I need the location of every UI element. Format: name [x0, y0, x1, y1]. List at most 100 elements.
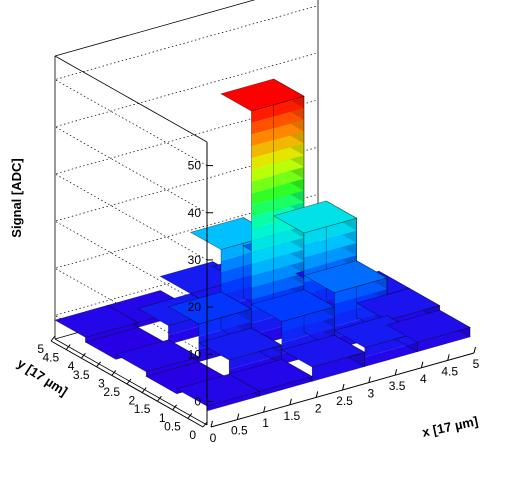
- bar-top-face: [281, 334, 366, 368]
- bar-top-face: [228, 358, 313, 392]
- bar-front-face: [229, 345, 282, 370]
- x-tick: [236, 413, 240, 420]
- bar-front-face: [251, 108, 304, 135]
- frame-edge: [54, 55, 208, 143]
- y-tick: [187, 413, 193, 419]
- frame-edge: [54, 338, 208, 426]
- x-tick: [420, 361, 424, 368]
- bar-front-face: [207, 391, 260, 411]
- y-tick-label: 0.5: [164, 419, 181, 433]
- lego-bar: [115, 339, 200, 377]
- x-tick-label: 5: [473, 357, 480, 371]
- chart-axes: 0102030405000.511.522.533.544.5500.511.5…: [37, 142, 480, 445]
- x-tick: [342, 383, 345, 391]
- x-tick-label: 1: [262, 416, 269, 430]
- y-tick-label: 3: [98, 376, 105, 390]
- bar-top-face: [303, 260, 388, 294]
- x-tick: [368, 376, 371, 383]
- y-tick-label: 4.5: [43, 351, 60, 365]
- bar-front-face: [251, 155, 304, 182]
- x-tick-label: 3: [367, 387, 374, 401]
- y-tick-label: 2: [129, 394, 136, 408]
- y-tick-label: 1.5: [134, 402, 151, 416]
- bar-front-face: [251, 237, 304, 265]
- bar-front-face: [146, 356, 199, 377]
- bar-top-face: [250, 289, 336, 322]
- x-tick-label: 0: [210, 431, 217, 445]
- bar-front-face: [304, 230, 357, 258]
- y-tick: [126, 378, 132, 385]
- x-tick: [263, 406, 266, 413]
- y-tick-label: 4: [68, 359, 75, 373]
- z-axis-title: Signal [ADC]: [9, 158, 24, 237]
- x-tick: [394, 369, 398, 376]
- x-tick: [473, 346, 476, 354]
- bar-top-face: [355, 287, 441, 321]
- z-gridline: [54, 52, 319, 214]
- x-tick: [210, 420, 213, 428]
- bar-top-face: [115, 339, 200, 373]
- z-tick-label: 30: [188, 253, 202, 267]
- bar-front-face: [281, 317, 335, 343]
- z-tick-label: 10: [188, 347, 202, 361]
- x-tick-label: 4: [420, 372, 427, 386]
- bar-top-face: [386, 309, 471, 343]
- z-gridline: [54, 5, 319, 166]
- z-gridline: [54, 146, 319, 308]
- z-tick-label: 50: [188, 159, 202, 173]
- bar-front-face: [198, 309, 252, 337]
- y-tick: [50, 335, 56, 342]
- chart-bars: [54, 78, 471, 412]
- y-tick-label: 2.5: [103, 385, 120, 399]
- z-tick-label: 0: [194, 394, 201, 408]
- lego-bar: [198, 327, 283, 380]
- y-tick: [111, 370, 117, 376]
- y-tick: [202, 421, 208, 428]
- lego-bar: [175, 373, 261, 412]
- x-tick-label: 0.5: [231, 424, 248, 438]
- x-tick-label: 1.5: [284, 409, 301, 423]
- x-tick: [315, 391, 319, 398]
- bar-front-face: [312, 352, 365, 382]
- bar-front-face: [259, 376, 313, 397]
- x-tick-label: 2: [315, 401, 322, 415]
- bar-front-face: [364, 332, 418, 357]
- bar-front-face: [251, 143, 304, 170]
- bar-top-face: [220, 78, 305, 112]
- lego-bar: [386, 309, 471, 353]
- bar-front-face: [251, 249, 304, 277]
- z-gridline: [54, 193, 319, 355]
- bar-top-face: [272, 200, 358, 234]
- y-tick: [157, 395, 162, 402]
- x-tick-label: 4.5: [441, 364, 458, 378]
- bar-front-face: [251, 96, 304, 123]
- bar-front-face: [281, 306, 335, 333]
- y-tick-label: 0: [189, 428, 196, 442]
- y-tick: [65, 344, 71, 350]
- bar-front-face: [364, 342, 418, 367]
- z-tick-label: 40: [188, 206, 202, 220]
- y-tick: [141, 387, 147, 393]
- bar-top-face: [167, 291, 253, 325]
- x-tick: [447, 354, 450, 361]
- bar-front-face: [251, 167, 304, 194]
- bar-front-face: [251, 261, 304, 288]
- lego-bar: [250, 289, 336, 365]
- y-tick: [172, 404, 177, 411]
- y-tick-label: 3.5: [73, 368, 90, 382]
- bar-front-face: [251, 131, 304, 159]
- z-gridline: [54, 99, 319, 261]
- frame-edge: [54, 0, 256, 57]
- bar-front-face: [251, 190, 304, 218]
- bar-front-face: [85, 322, 138, 343]
- bar-front-face: [334, 277, 387, 304]
- y-tick-label: 1: [159, 411, 166, 425]
- x-tick-label: 3.5: [389, 379, 406, 393]
- bar-front-face: [304, 243, 357, 271]
- bar-front-face: [417, 327, 470, 352]
- bar-front-face: [304, 218, 357, 246]
- bar-front-face: [251, 119, 304, 147]
- bar-top-face: [198, 327, 283, 361]
- bar-front-face: [251, 178, 304, 206]
